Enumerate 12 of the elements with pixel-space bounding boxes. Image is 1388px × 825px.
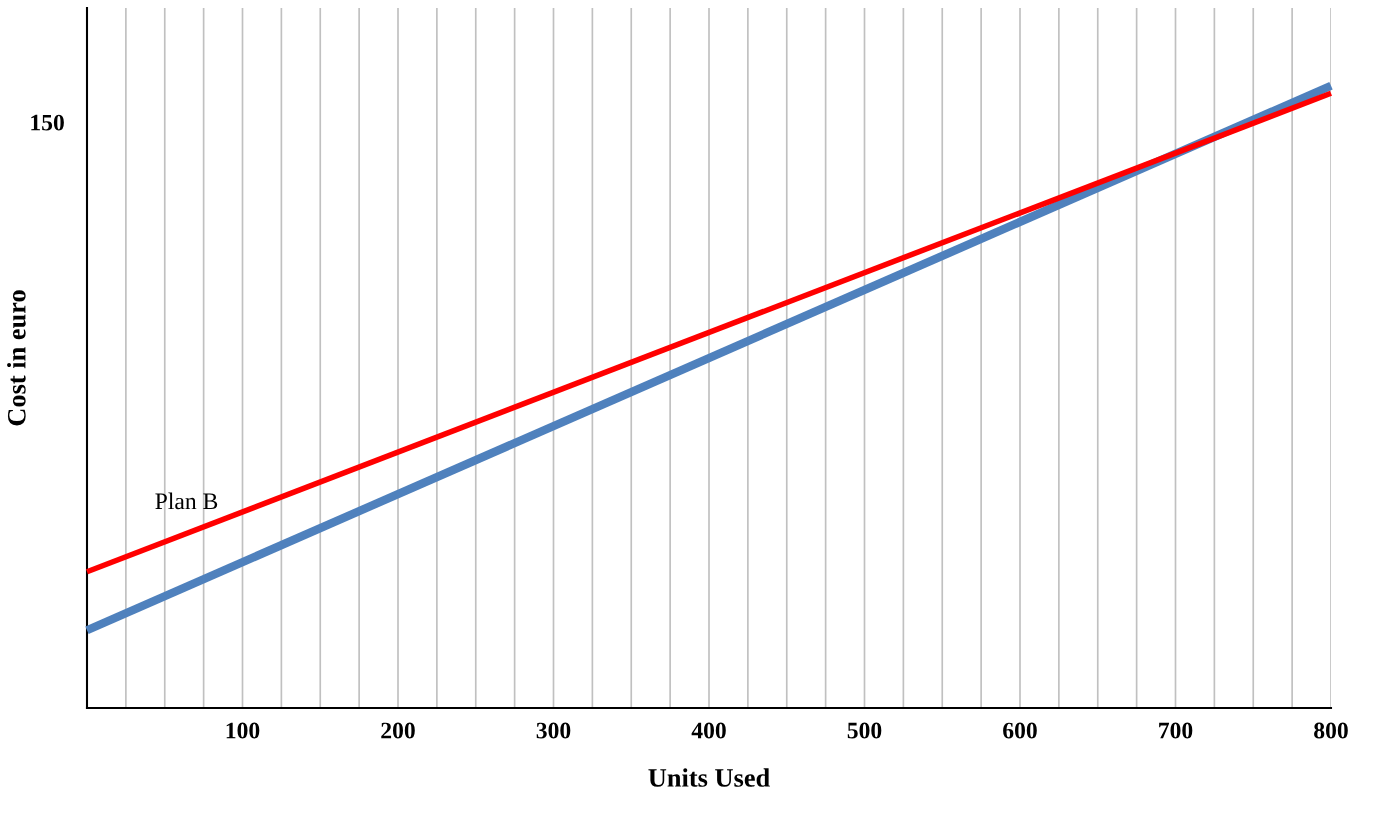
x-tick-label: 100 <box>226 722 260 739</box>
series-label: Plan B <box>155 492 218 510</box>
x-tick-label: 200 <box>381 722 415 739</box>
y-axis-title: Cost in euro <box>7 290 26 426</box>
x-axis-title: Units Used <box>648 768 770 787</box>
x-tick-label: 300 <box>536 722 571 739</box>
x-tick-label: 800 <box>1314 722 1348 739</box>
x-tick-label: 400 <box>691 722 726 739</box>
x-tick-label: 500 <box>847 722 882 739</box>
x-tick-label: 600 <box>1003 722 1037 739</box>
text: 150 <box>31 114 64 131</box>
x-tick-label: 700 <box>1159 722 1193 739</box>
